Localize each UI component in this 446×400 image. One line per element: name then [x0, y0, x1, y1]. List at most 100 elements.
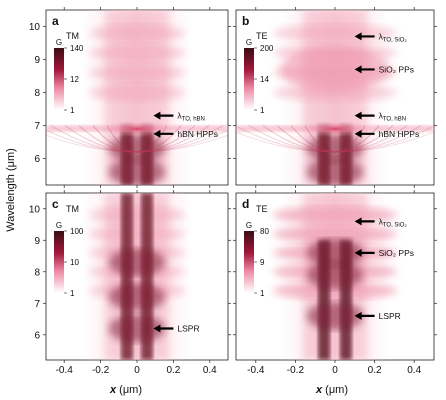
annotation-arrowhead: [354, 32, 362, 41]
annotation-arrowhead: [153, 324, 161, 333]
fringe-band: [273, 281, 397, 300]
sio2-pp-glow: [280, 47, 390, 92]
annotation-label: λTO, SiO₂: [379, 31, 408, 43]
annotation-arrowhead: [354, 111, 362, 120]
annotation-arrowhead: [354, 248, 362, 257]
fringe-band: [273, 24, 397, 43]
colorbar-tick-label: 14: [260, 75, 269, 84]
panel-b: λTO, SiO₂ SiO₂ PPs λTO, hBN hBN HPPs G 200 14…: [233, 7, 437, 188]
y-tick-label: 8: [34, 267, 40, 278]
colorbar-tick-label: 1: [70, 289, 75, 298]
colorbar-tick-label: 1: [70, 106, 75, 115]
colorbar-label: G: [246, 38, 252, 47]
colorbar-gradient: [54, 231, 64, 293]
annotation-label: hBN HPPs: [379, 129, 420, 139]
x-tick-label: 0.4: [203, 365, 217, 376]
annotation-arrowhead: [354, 217, 362, 226]
annotation-arrowhead: [153, 129, 161, 138]
fringe-band: [273, 224, 397, 243]
panel-b-ticks: [233, 7, 437, 188]
fringe-band: [89, 43, 185, 62]
x-tick-label: 0.2: [368, 365, 382, 376]
panel-d-annotations: λTO, SiO₂ SiO₂ PPs LSPR: [354, 216, 414, 321]
fringe-band: [89, 83, 185, 102]
annotation-sub: TO, SiO₂: [383, 37, 408, 43]
panel-b-annotations: λTO, SiO₂ SiO₂ PPs λTO, hBN hBN HPPs: [354, 31, 420, 139]
panel-a-colorbar: G 140 12 1: [54, 38, 84, 115]
colorbar-tick-label: 10: [70, 258, 79, 267]
colorbar-tick-label: 100: [70, 227, 84, 236]
y-tick-label: 6: [34, 330, 40, 341]
x-tick-label: -0.4: [56, 365, 74, 376]
field-lobe: [307, 134, 363, 163]
colorbar-tick-label: 1: [260, 289, 265, 298]
panel-c-annotations: LSPR: [153, 323, 200, 333]
fringe-band: [89, 63, 185, 82]
panel-d-letter: d: [242, 197, 249, 211]
hpp-fringe: [50, 125, 224, 153]
field-lobe: [307, 260, 363, 289]
colorbar-tick-label: 1: [260, 106, 265, 115]
annotation-main: SiO₂ PPs: [379, 248, 414, 258]
panel-c-colorbar: G 100 10 1: [54, 221, 84, 298]
x-axis-label-left: x (μm): [109, 384, 142, 396]
hpp-fringe: [290, 125, 380, 153]
annotation-sub: TO, hBN: [383, 117, 406, 123]
annotation-label: hBN HPPs: [177, 129, 218, 139]
colorbar-tick-label: 9: [260, 258, 265, 267]
panel-c-ticks: 6 7 8 9 10 -0.4 -0.2 0 0.2 0.4: [29, 190, 231, 376]
panel-a-ticks: 6 7 8 9 10: [29, 7, 231, 188]
annotation-main: hBN HPPs: [177, 129, 218, 139]
hpp-fringe: [92, 125, 182, 153]
panel-a-heatmap: [46, 10, 228, 185]
x-tick-label: 0.4: [407, 365, 421, 376]
colorbar-tick-label: 200: [260, 44, 274, 53]
hpp-fringe: [64, 125, 210, 153]
x-axis-label-right: x (μm): [315, 384, 348, 396]
annotation-arrowhead: [354, 311, 362, 320]
x-tick-label: -0.2: [287, 365, 305, 376]
fringe-band: [89, 24, 185, 43]
panel-a-letter: a: [52, 14, 59, 28]
hpp-glow: [297, 120, 373, 137]
annotation-label: LSPR: [177, 323, 199, 333]
y-tick-label: 9: [34, 236, 40, 247]
panel-d: λTO, SiO₂ SiO₂ PPs LSPR G 80 9 1 -0.4 -0.2 0 0.2…: [233, 190, 437, 376]
x-axis-label-left-unit: (μm): [116, 384, 142, 396]
hpp-fringe: [276, 125, 394, 153]
panel-d-polarization: TE: [256, 204, 268, 214]
colorbar-tick-label: 140: [70, 44, 84, 53]
panel-c: LSPR G 100 10 1 6 7 8 9 10 -0.4 -0.2 0 0.2 0.4 c TM: [29, 190, 231, 376]
hpp-fringe: [248, 125, 422, 153]
hpp-fringe: [262, 125, 408, 153]
panel-b-colorbar: G 200 14 1: [244, 38, 274, 115]
colorbar-label: G: [56, 38, 62, 47]
heatmap-field-a: [46, 10, 228, 185]
annotation-main: hBN HPPs: [379, 129, 420, 139]
y-tick-label: 7: [34, 299, 40, 310]
annotation-main: LSPR: [379, 311, 401, 321]
colorbar-gradient: [54, 48, 64, 110]
x-axis-label-left-var: x: [109, 384, 117, 396]
fringe-band: [89, 206, 185, 225]
colorbar-label: G: [246, 221, 252, 230]
annotation-main: λ: [379, 111, 384, 121]
field-lobe: [307, 301, 363, 330]
panel-c-polarization: TM: [66, 204, 79, 214]
annotation-label: λTO, hBN: [177, 111, 204, 123]
panel-b-heatmap: [236, 10, 434, 185]
colorbar-tick-label: 12: [70, 75, 79, 84]
panel-c-heatmap: [82, 193, 192, 360]
y-tick-label: 6: [34, 154, 40, 165]
annotation-sub: TO, SiO₂: [383, 222, 408, 228]
field-lobe: [109, 248, 165, 277]
x-tick-label: -0.4: [247, 365, 265, 376]
annotation-sub: TO, hBN: [182, 117, 205, 123]
hpp-fringe: [236, 125, 434, 153]
hotspot-stripe: [120, 193, 133, 360]
y-tick-label: 7: [34, 121, 40, 132]
annotation-label: SiO₂ PPs: [379, 64, 414, 74]
panel-d-colorbar: G 80 9 1: [244, 221, 269, 298]
panel-b-polarization: TE: [256, 31, 268, 41]
